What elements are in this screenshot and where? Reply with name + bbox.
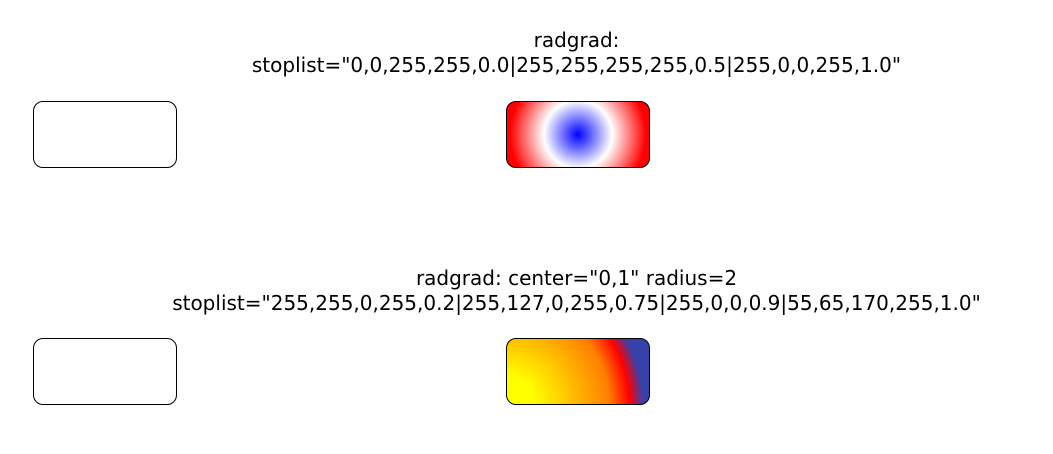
section2-label-line1: radgrad: center="0,1" radius=2 (415, 266, 738, 290)
section2-label-line2: stoplist="255,255,0,255,0.2|255,127,0,25… (172, 291, 981, 315)
section1-label-line1: radgrad: (533, 28, 620, 52)
section2-label: radgrad: center="0,1" radius=2 stoplist=… (0, 266, 1053, 316)
radial-gradient-rectangle-2 (506, 338, 650, 405)
section1-label-line2: stoplist="0,0,255,255,0.0|255,255,255,25… (251, 53, 902, 77)
plain-rounded-rectangle-2 (33, 338, 177, 405)
plain-rounded-rectangle-1 (33, 101, 177, 168)
section1-label: radgrad: stoplist="0,0,255,255,0.0|255,2… (0, 28, 1053, 78)
radial-gradient-rectangle-1 (506, 101, 650, 168)
